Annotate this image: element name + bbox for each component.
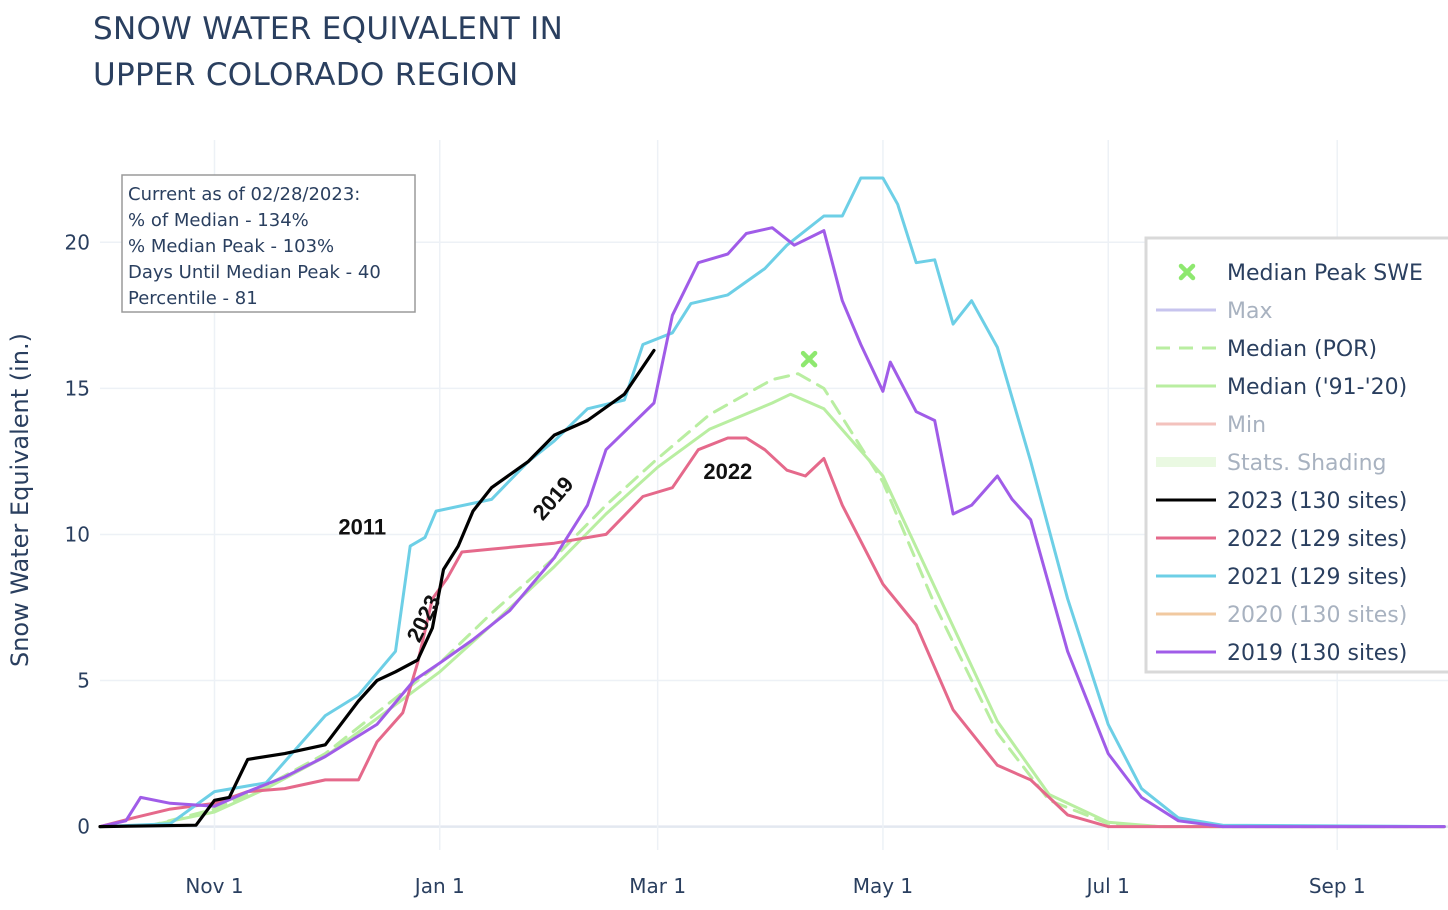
y-tick-label: 0 [77, 815, 90, 839]
chart-title: SNOW WATER EQUIVALENT IN UPPER COLORADO … [93, 6, 563, 98]
legend-swatch [1156, 457, 1216, 467]
legend-item-2020-130-sites[interactable]: 2020 (130 sites) [1156, 603, 1407, 628]
legend-label: 2023 (130 sites) [1227, 489, 1407, 514]
series-line-median-por [98, 372, 1446, 829]
info-line-as-of: Current as of 02/28/2023: [128, 184, 360, 205]
legend-box [1144, 236, 1448, 674]
status-info-box: Current as of 02/28/2023: % of Median - … [121, 174, 416, 313]
legend-item-median-91-20[interactable]: Median ('91-'20) [1156, 375, 1407, 400]
annotation-2019: 2019 [527, 472, 578, 525]
legend-label: Median (POR) [1227, 337, 1377, 362]
legend-item-min[interactable]: Min [1156, 413, 1266, 438]
legend-label: 2019 (130 sites) [1227, 641, 1407, 666]
legend: Median Peak SWE Max Median (POR) Median ('9… [1144, 236, 1448, 674]
info-box-border [121, 174, 416, 313]
x-tick-label: Sep 1 [1309, 874, 1366, 898]
legend-label: Stats. Shading [1227, 451, 1387, 476]
legend-label: 2022 (129 sites) [1227, 527, 1407, 552]
chart-title-line-1: SNOW WATER EQUIVALENT IN [93, 11, 564, 47]
series-line-2023-130-sites [98, 348, 656, 829]
legend-label: Median Peak SWE [1227, 261, 1423, 286]
legend-swatch [1178, 263, 1196, 281]
legend-label: 2020 (130 sites) [1227, 603, 1407, 628]
series-line-2019-130-sites [98, 226, 1446, 829]
x-tick-label: Jan 1 [413, 874, 465, 898]
legend-label: Median ('91-'20) [1227, 375, 1407, 400]
legend-label: Min [1227, 413, 1266, 438]
legend-item-max[interactable]: Max [1156, 299, 1272, 324]
x-tick-label: Nov 1 [185, 874, 243, 898]
info-line-pct-median-peak: % Median Peak - 103% [128, 236, 334, 257]
chart-title-line-2: UPPER COLORADO REGION [93, 57, 519, 93]
legend-label: 2021 (129 sites) [1227, 565, 1407, 590]
y-tick-label: 10 [65, 522, 90, 546]
annotation-2011: 2011 [338, 514, 386, 539]
legend-item-median-peak-swe[interactable]: Median Peak SWE [1178, 261, 1423, 286]
x-tick-label: Jul 1 [1085, 874, 1130, 898]
legend-item-2021-129-sites[interactable]: 2021 (129 sites) [1156, 565, 1407, 590]
series-lines [98, 176, 1446, 829]
x-tick-label: May 1 [853, 874, 913, 898]
legend-item-2019-130-sites[interactable]: 2019 (130 sites) [1156, 641, 1407, 666]
info-line-percentile: Percentile - 81 [128, 288, 258, 309]
annotation-2023: 2023 [402, 591, 446, 646]
legend-item-median-por[interactable]: Median (POR) [1156, 337, 1377, 362]
legend-item-2023-130-sites[interactable]: 2023 (130 sites) [1156, 489, 1407, 514]
x-axis: Nov 1 Jan 1 Mar 1 May 1 Jul 1 Sep 1 [185, 874, 1365, 898]
series-line-2022-129-sites [98, 436, 1446, 829]
x-tick-label: Mar 1 [629, 874, 686, 898]
legend-label: Max [1227, 299, 1272, 324]
median-peak-marker [800, 350, 818, 368]
y-tick-label: 20 [65, 230, 90, 254]
legend-item-stats-shading[interactable]: Stats. Shading [1156, 451, 1387, 476]
info-line-pct-median: % of Median - 134% [128, 210, 309, 231]
y-axis-title: Snow Water Equivalent (in.) [6, 333, 34, 667]
y-tick-label: 15 [65, 376, 90, 400]
annotation-2022: 2022 [703, 459, 752, 484]
y-axis: Snow Water Equivalent (in.) 0 5 10 15 20 [6, 230, 90, 838]
info-line-days-until-peak: Days Until Median Peak - 40 [128, 262, 381, 283]
series-line-2021-129-sites [98, 176, 1446, 829]
legend-item-2022-129-sites[interactable]: 2022 (129 sites) [1156, 527, 1407, 552]
y-tick-label: 5 [77, 669, 90, 693]
median-peak-x [800, 350, 818, 368]
